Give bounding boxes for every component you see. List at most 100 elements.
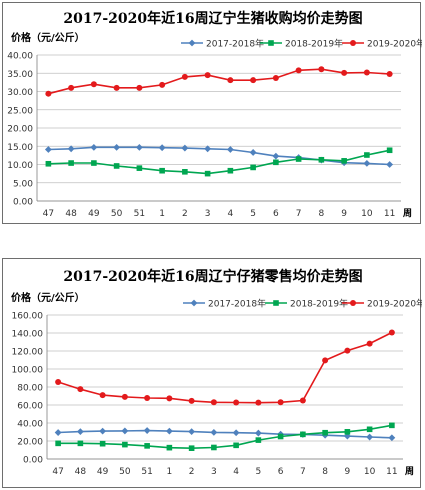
data-point <box>68 160 74 166</box>
data-point <box>272 152 280 160</box>
x-tick-label: 4 <box>233 467 239 477</box>
x-axis-label: 周 <box>405 466 414 477</box>
data-point <box>386 147 393 154</box>
data-point <box>210 428 218 436</box>
x-tick-label: 10 <box>361 209 373 219</box>
x-axis-label: 周 <box>403 208 412 219</box>
x-tick-label: 6 <box>273 209 279 219</box>
data-point <box>249 149 257 156</box>
series-line <box>48 146 390 166</box>
series-line <box>58 424 393 450</box>
data-point <box>366 340 373 347</box>
x-tick-label: 11 <box>384 209 395 219</box>
x-tick-label: 7 <box>296 209 302 219</box>
data-point <box>344 347 351 354</box>
chart-panel-piglet-price: 2017-2020年近16周辽宁仔猪零售均价走势图价格（元/公斤） 2017-20… <box>2 258 422 488</box>
data-point <box>299 397 306 404</box>
series-0 <box>54 427 396 442</box>
y-tick-label: 30.00 <box>7 88 33 98</box>
x-tick-label: 5 <box>256 467 262 477</box>
data-point <box>277 399 284 406</box>
x-tick-label: 2 <box>182 209 188 219</box>
legend-marker <box>190 299 198 307</box>
data-point <box>76 428 84 436</box>
y-tick-label: 140.00 <box>12 330 44 340</box>
y-tick-label: 100.00 <box>12 366 44 376</box>
data-point <box>45 90 52 97</box>
data-point <box>272 74 279 81</box>
data-point <box>99 427 107 435</box>
chart-title: 2017-2020年近16周辽宁仔猪零售均价走势图 <box>63 268 362 285</box>
data-point <box>90 143 98 151</box>
y-tick-label: 80.00 <box>17 384 43 394</box>
legend-marker <box>350 300 356 306</box>
data-point <box>166 395 173 402</box>
legend-marker <box>268 40 274 46</box>
data-point <box>322 429 328 436</box>
data-point <box>159 167 165 174</box>
legend-label: 2017-2018年 <box>206 38 264 50</box>
data-point <box>363 160 371 167</box>
x-tick-label: 47 <box>52 467 63 477</box>
y-tick-label: 0.00 <box>13 198 33 208</box>
x-tick-label: 1 <box>167 467 173 477</box>
data-point <box>182 169 188 175</box>
y-tick-label: 25.00 <box>7 106 33 116</box>
data-point <box>255 437 262 443</box>
data-point <box>322 357 329 364</box>
legend: 2017-2018年 2018-2019年 2019-2020年 <box>181 38 422 50</box>
legend-label: 2017-2018年 <box>208 298 266 310</box>
data-point <box>77 440 84 447</box>
data-point <box>254 429 262 437</box>
data-point <box>122 441 128 448</box>
y-tick-label: 40.00 <box>17 420 43 430</box>
data-point <box>250 77 257 84</box>
x-tick-label: 49 <box>88 209 100 219</box>
x-tick-label: 51 <box>141 467 152 477</box>
y-tick-label: 20.00 <box>7 125 33 135</box>
data-point <box>300 431 306 438</box>
data-point <box>211 444 217 451</box>
data-point <box>135 143 143 151</box>
series-1 <box>45 147 393 177</box>
data-point <box>166 444 173 451</box>
data-point <box>188 445 195 451</box>
data-point <box>226 146 234 153</box>
data-point <box>295 156 302 162</box>
data-point <box>67 145 75 153</box>
data-point <box>121 427 129 435</box>
data-point <box>68 84 75 91</box>
x-tick-label: 3 <box>211 467 217 477</box>
y-tick-label: 40.00 <box>7 52 33 62</box>
data-point <box>136 165 143 171</box>
x-tick-label: 1 <box>159 209 165 219</box>
series-2 <box>45 66 393 97</box>
data-point <box>232 429 240 437</box>
data-point <box>44 146 52 153</box>
x-tick-label: 9 <box>341 209 347 219</box>
data-point <box>204 170 211 177</box>
data-point <box>233 399 240 406</box>
data-point <box>341 158 347 164</box>
data-point <box>343 432 351 440</box>
x-tick-label: 11 <box>386 467 397 477</box>
data-point <box>366 426 373 433</box>
x-tick-label: 10 <box>364 467 376 477</box>
series-line <box>57 331 393 404</box>
y-tick-label: 120.00 <box>12 348 44 358</box>
data-point <box>341 69 348 76</box>
legend-label: 2019-2020年 <box>367 298 422 310</box>
data-point <box>165 427 173 435</box>
y-axis-label: 价格（元/公斤） <box>11 31 85 44</box>
x-tick-label: 7 <box>300 467 306 477</box>
series-0 <box>44 143 394 168</box>
data-point <box>77 386 84 393</box>
x-tick-label: 3 <box>205 209 211 219</box>
data-point <box>277 433 284 440</box>
chart-title: 2017-2020年近16周辽宁生猪收购均价走势图 <box>63 10 362 27</box>
y-tick-label: 15.00 <box>7 143 33 153</box>
data-point <box>318 66 325 73</box>
y-axis-label: 价格（元/公斤） <box>11 291 85 304</box>
